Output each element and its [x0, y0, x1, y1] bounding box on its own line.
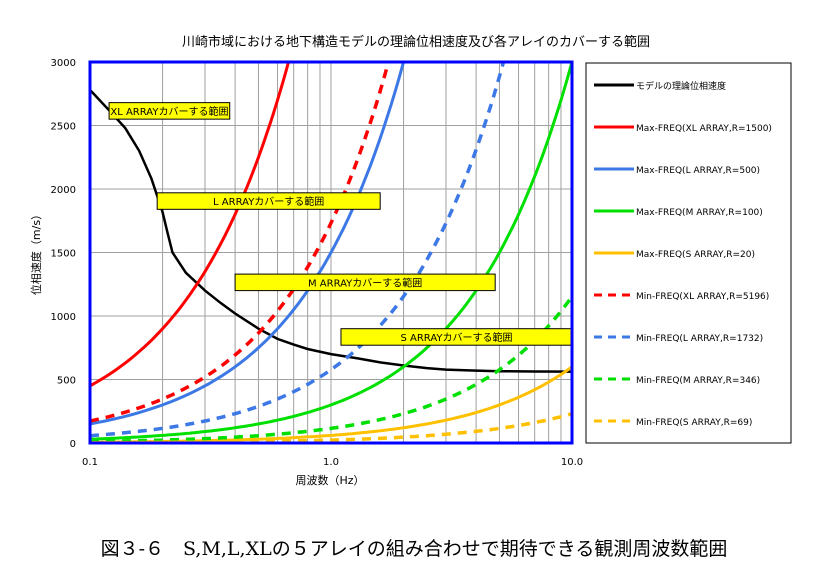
- y-axis-label: 位相速度（m/s）: [29, 209, 43, 295]
- legend-label: モデルの理論位相速度: [636, 80, 726, 92]
- y-tick-labels: 0 500 1000 1500 2000 2500 3000: [51, 58, 76, 450]
- series-line-5: [90, 62, 391, 423]
- series-line-1: [90, 62, 291, 388]
- series-line-0: [90, 89, 572, 373]
- y-tick-label: 2000: [51, 185, 76, 196]
- series-line-2: [90, 62, 406, 426]
- legend: モデルの理論位相速度 Max-FREQ(XL ARRAY,R=1500) Max-F…: [594, 80, 772, 428]
- series-line-3: [90, 62, 572, 441]
- legend-label: Min-FREQ(S ARRAY,R=69): [636, 418, 752, 428]
- legend-label: Min-FREQ(XL ARRAY,R=5196): [636, 292, 769, 302]
- y-tick-label: 1000: [51, 312, 76, 323]
- x-tick-label: 1.0: [323, 457, 339, 468]
- plot-annotations: XL ARRAYカバーする範囲 L ARRAYカバーする範囲 M ARRAYカバーす…: [108, 102, 573, 346]
- x-tick-label: 10.0: [561, 457, 583, 468]
- plot-frame: [88, 60, 574, 445]
- y-tick-label: 0: [70, 439, 76, 450]
- figure-caption: 図３-６ S,M,L,XLの５アレイの組み合わせで期待できる観測周波数範囲: [100, 538, 728, 560]
- legend-label: Max-FREQ(M ARRAY,R=100): [636, 208, 763, 218]
- y-tick-label: 2500: [51, 122, 76, 133]
- x-tick-labels: 0.1 1.0 10.0: [82, 457, 583, 468]
- y-tick-label: 1500: [51, 249, 76, 260]
- coverage-box: [234, 273, 496, 292]
- phase-velocity-chart: 川崎市域における地下構造モデルの理論位相速度及び各アレイのカバーする範囲 XL …: [29, 34, 792, 487]
- y-tick-label: 3000: [51, 58, 76, 69]
- series-line-7: [90, 295, 572, 443]
- legend-label: Min-FREQ(M ARRAY,R=346): [636, 376, 760, 386]
- coverage-label: S ARRAYカバーする範囲: [400, 331, 512, 344]
- legend-label: Max-FREQ(L ARRAY,R=500): [636, 166, 760, 176]
- coverage-box: [108, 102, 231, 120]
- chart-title: 川崎市域における地下構造モデルの理論位相速度及び各アレイのカバーする範囲: [182, 34, 650, 50]
- plot-curves: [90, 62, 572, 443]
- legend-label: Max-FREQ(XL ARRAY,R=1500): [636, 124, 772, 134]
- legend-label: Max-FREQ(S ARRAY,R=20): [636, 250, 755, 260]
- x-tick-label: 0.1: [82, 457, 98, 468]
- coverage-label: M ARRAYカバーする範囲: [308, 276, 422, 289]
- coverage-label: L ARRAYカバーする範囲: [213, 195, 324, 208]
- x-axis-label: 周波数（Hz）: [295, 474, 364, 487]
- y-tick-label: 500: [57, 376, 76, 387]
- legend-label: Min-FREQ(L ARRAY,R=1732): [636, 334, 763, 344]
- coverage-label: XL ARRAYカバーする範囲: [110, 105, 228, 118]
- coverage-box: [156, 192, 381, 210]
- series-line-6: [90, 62, 506, 438]
